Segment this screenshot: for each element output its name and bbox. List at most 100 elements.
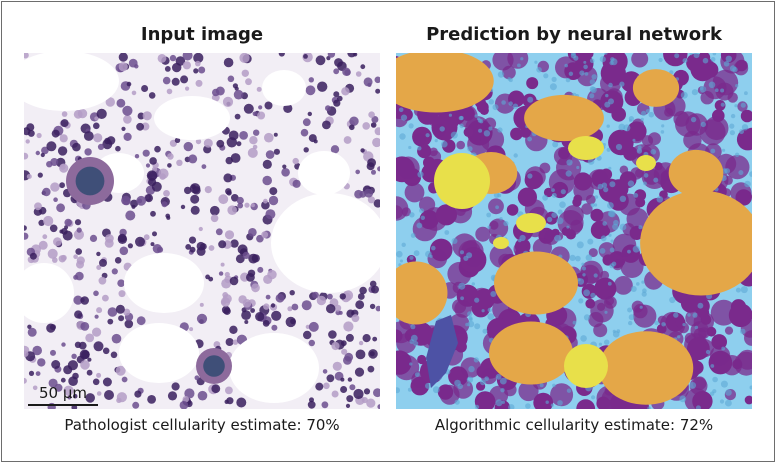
fat-vacuole: [262, 70, 306, 106]
cell-nucleus: [43, 215, 54, 227]
cell-nucleus: [63, 365, 73, 375]
cell-nucleus: [96, 251, 101, 257]
nucleus-region: [739, 135, 752, 150]
cell-nucleus: [313, 139, 318, 144]
cell-nucleus: [339, 293, 346, 300]
cell-nucleus: [232, 339, 239, 345]
cell-texture: [740, 286, 748, 294]
cell-texture: [730, 113, 736, 119]
cell-texture: [632, 245, 640, 253]
megakaryocyte-region: [434, 153, 490, 209]
cell-nucleus: [265, 150, 275, 159]
cell-nucleus: [308, 321, 319, 332]
cell-texture: [744, 180, 751, 188]
cell-texture: [431, 245, 436, 251]
cell-texture: [432, 386, 440, 394]
cell-nucleus: [303, 147, 309, 153]
cell-nucleus: [137, 112, 145, 120]
cell-nucleus: [93, 290, 99, 297]
cell-nucleus: [183, 141, 193, 152]
cell-nucleus: [322, 369, 328, 374]
cell-nucleus: [84, 148, 92, 156]
cell-nucleus: [226, 397, 234, 405]
cell-texture: [598, 342, 602, 346]
cell-texture: [487, 313, 495, 320]
cell-texture: [725, 55, 732, 62]
cell-nucleus: [46, 141, 57, 152]
cell-texture: [661, 322, 666, 327]
megakaryocyte-region: [493, 237, 509, 249]
cell-texture: [729, 123, 735, 129]
cell-nucleus: [37, 358, 46, 367]
nucleus-region: [697, 306, 710, 319]
cell-texture: [495, 399, 503, 407]
cell-texture: [741, 124, 749, 131]
cell-texture: [594, 203, 598, 207]
cell-nucleus: [377, 404, 380, 409]
nucleus-region: [580, 260, 603, 284]
cell-nucleus: [242, 251, 250, 259]
cell-nucleus: [93, 133, 103, 143]
cell-nucleus: [36, 132, 42, 139]
cell-texture: [729, 130, 735, 136]
cell-nucleus: [38, 240, 48, 250]
cell-texture: [578, 298, 584, 304]
cell-nucleus: [235, 254, 245, 264]
cell-texture: [581, 262, 585, 266]
cell-nucleus: [360, 148, 365, 153]
cell-texture: [615, 143, 623, 151]
cell-nucleus: [341, 348, 348, 355]
cell-texture: [560, 189, 566, 195]
cell-texture: [519, 234, 526, 242]
cell-nucleus: [230, 153, 241, 163]
cell-texture: [591, 74, 597, 80]
cell-texture: [641, 110, 647, 116]
cell-texture: [589, 79, 596, 85]
cell-nucleus: [135, 236, 145, 247]
cell-nucleus: [333, 91, 340, 98]
nucleus-region: [417, 354, 427, 365]
nucleus-region: [518, 380, 539, 402]
cell-nucleus: [333, 68, 340, 75]
cell-nucleus: [96, 265, 102, 270]
cell-nucleus: [166, 215, 171, 220]
cell-nucleus: [147, 395, 156, 404]
nucleus-region: [633, 303, 648, 319]
cell-texture: [434, 139, 438, 143]
cell-texture: [633, 193, 639, 198]
cell-nucleus: [50, 349, 56, 356]
cell-texture: [396, 250, 403, 258]
cell-nucleus: [72, 372, 79, 380]
cell-nucleus: [363, 388, 371, 395]
cell-nucleus: [35, 150, 40, 156]
cell-nucleus: [50, 324, 56, 331]
cell-nucleus: [303, 330, 312, 340]
cell-texture: [642, 288, 647, 293]
cell-texture: [459, 115, 464, 121]
cell-nucleus: [373, 388, 380, 398]
cell-nucleus: [315, 55, 326, 66]
cell-texture: [508, 101, 513, 106]
cell-nucleus: [185, 86, 190, 91]
cell-nucleus: [174, 137, 181, 143]
cell-nucleus: [96, 307, 103, 314]
cell-nucleus: [161, 201, 168, 208]
megakaryocyte-region: [568, 136, 604, 160]
cell-texture: [417, 146, 422, 151]
megakaryocyte-region: [516, 213, 546, 233]
cell-texture: [722, 148, 726, 152]
fat-vacuole: [298, 151, 350, 195]
cell-texture: [556, 217, 564, 225]
cell-texture: [527, 136, 532, 142]
cell-nucleus: [321, 401, 329, 409]
cell-texture: [467, 320, 475, 328]
cell-texture: [572, 320, 577, 325]
cell-texture: [501, 100, 506, 105]
cell-nucleus: [143, 234, 150, 241]
cell-nucleus: [96, 372, 102, 378]
nucleus-region: [427, 248, 448, 269]
cell-nucleus: [345, 333, 354, 342]
cell-nucleus: [32, 345, 42, 356]
cell-nucleus: [227, 205, 237, 215]
cell-texture: [699, 86, 704, 91]
